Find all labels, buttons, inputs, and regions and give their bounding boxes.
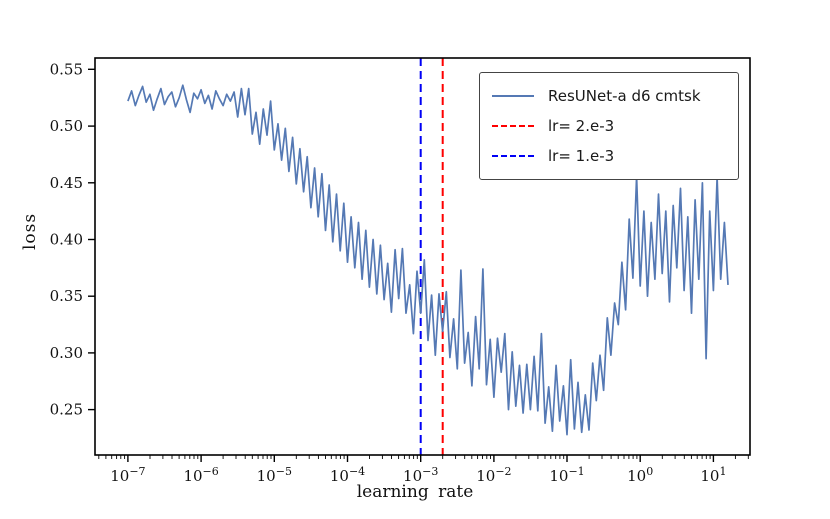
legend-item-label: lr= 2.e-3 xyxy=(548,117,615,135)
legend-item-series: ResUNet-a d6 cmtsk xyxy=(492,81,726,111)
legend-item-label: lr= 1.e-3 xyxy=(548,147,615,165)
svg-text:0.40: 0.40 xyxy=(50,231,83,249)
legend-item-label: ResUNet-a d6 cmtsk xyxy=(548,87,701,105)
svg-text:0.30: 0.30 xyxy=(50,344,83,362)
y-axis-label: loss xyxy=(20,212,40,250)
legend-item-lr2e3: lr= 2.e-3 xyxy=(492,111,726,141)
svg-text:0.50: 0.50 xyxy=(50,117,83,135)
legend-item-lr1e3: lr= 1.e-3 xyxy=(492,141,726,171)
solid-line-sample-icon xyxy=(492,95,534,97)
svg-text:0.55: 0.55 xyxy=(50,60,83,78)
svg-text:0.45: 0.45 xyxy=(50,174,83,192)
dashed-blue-line-sample-icon xyxy=(492,155,534,157)
svg-text:0.35: 0.35 xyxy=(50,287,83,305)
dashed-red-line-sample-icon xyxy=(492,125,534,127)
x-axis-label: learning rate xyxy=(356,482,474,502)
legend: ResUNet-a d6 cmtsk lr= 2.e-3 lr= 1.e-3 xyxy=(479,72,739,180)
svg-text:0.25: 0.25 xyxy=(50,401,83,419)
